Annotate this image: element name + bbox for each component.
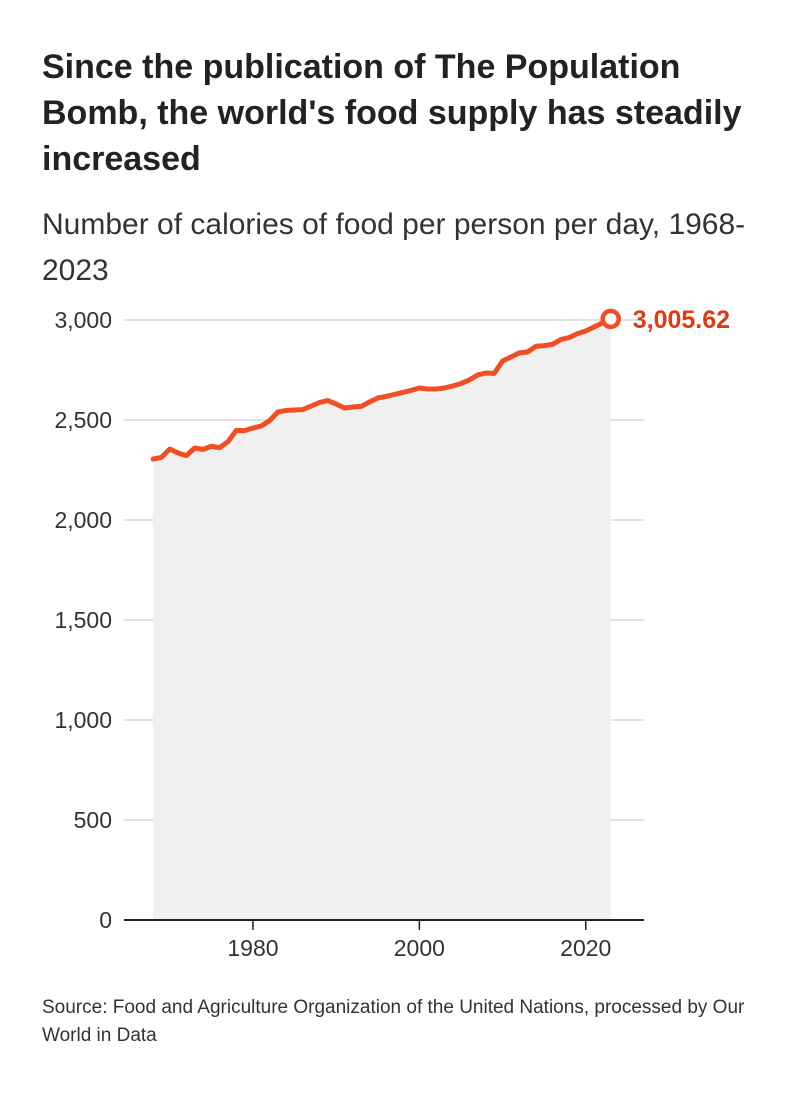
x-tick-label: 2000 [394, 935, 445, 961]
line-chart: 0 500 1,000 1,500 2,000 2,500 3,000 1980 2000 20… [54, 306, 730, 961]
x-tick-label: 1980 [227, 935, 278, 961]
y-tick-label: 3,000 [54, 307, 112, 333]
y-tick-label: 1,000 [54, 707, 112, 733]
series-line-calories [150, 316, 614, 462]
y-axis-ticks: 0 500 1,000 1,500 2,000 2,500 3,000 [54, 307, 112, 933]
source-note: Source: Food and Agriculture Organizatio… [42, 997, 745, 1046]
y-tick-label: 2,000 [54, 507, 112, 533]
chart-subtitle: Number of calories of food per person pe… [42, 208, 746, 287]
y-tick-label: 0 [99, 907, 112, 933]
y-tick-label: 500 [74, 807, 112, 833]
x-tick-label: 2020 [560, 935, 611, 961]
area-fill [153, 318, 611, 921]
chart-title: Since the publication of The Population … [42, 48, 742, 178]
end-point-marker [600, 308, 621, 330]
y-tick-label: 1,500 [54, 607, 112, 633]
end-value-label: 3,005.62 [633, 306, 730, 334]
x-axis-ticks: 1980 2000 2020 [227, 920, 611, 961]
y-tick-label: 2,500 [54, 407, 112, 433]
